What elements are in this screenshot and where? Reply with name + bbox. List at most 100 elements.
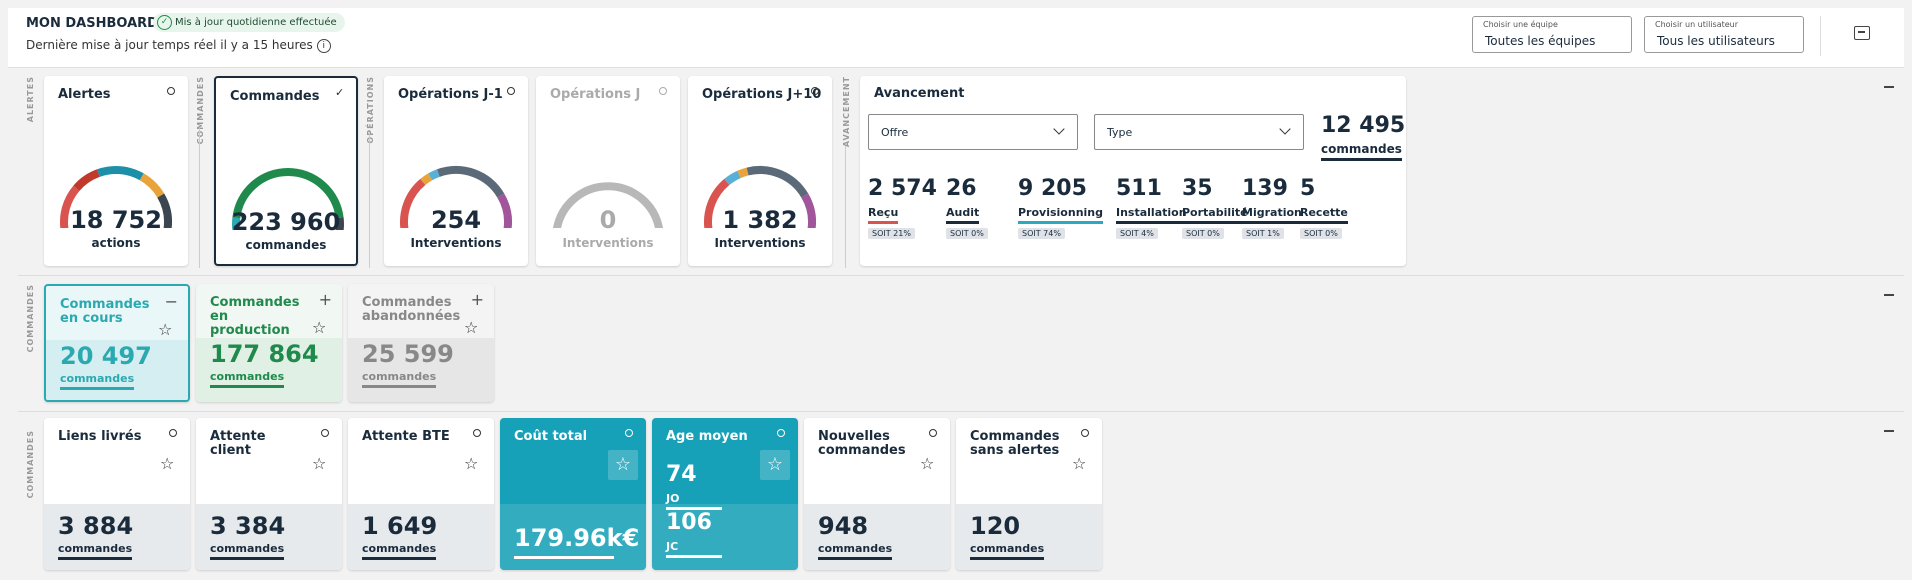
status-card-1[interactable]: Commandes en production + ☆ 177 864 commande… xyxy=(196,284,342,402)
status-card-unit: commandes xyxy=(210,370,285,388)
status-dot-icon xyxy=(777,429,785,437)
avancement-card: Avancement Offre Type 12 495 commandes 2 … xyxy=(860,76,1406,266)
collapse-row1-button[interactable] xyxy=(1884,86,1894,88)
row-commandes-kpi: COMMANDES Liens livrés ☆ 3 884 commandes Att… xyxy=(18,414,1904,578)
collapse-icon[interactable]: − xyxy=(164,292,178,311)
gauge-segment xyxy=(724,170,741,186)
status-card-value: 25 599 xyxy=(362,340,454,368)
avancement-item-5[interactable]: 139 Migration SOIT 1% xyxy=(1242,176,1302,239)
status-card-2[interactable]: Commandes abandonnées + ☆ 25 599 commandes xyxy=(348,284,494,402)
kpi-underline xyxy=(514,556,614,559)
kpi-unit: commandes xyxy=(58,542,133,560)
star-icon[interactable]: ☆ xyxy=(608,450,638,480)
avancement-percent-badge: SOIT 74% xyxy=(1018,228,1065,239)
gauge-card-1[interactable]: Commandes ✓ 223 960 commandes xyxy=(214,76,358,266)
gauge-segment xyxy=(157,193,172,228)
star-icon[interactable]: ☆ xyxy=(1072,454,1087,473)
gauge-segment xyxy=(139,173,165,198)
avancement-percent-badge: SOIT 4% xyxy=(1116,228,1158,239)
section-label-commandes-2: COMMANDES xyxy=(26,284,35,353)
expand-icon[interactable]: + xyxy=(318,290,332,309)
kpi-card-3[interactable]: Coût total ☆ 179.96k€ xyxy=(500,418,646,570)
gauge-unit: actions xyxy=(91,236,141,250)
kpi-card-title: Attente BTE xyxy=(362,429,450,444)
kpi-card-4[interactable]: Age moyen ☆ 74 JO 106 JC xyxy=(652,418,798,570)
avancement-item-0[interactable]: 2 574 Reçu SOIT 21% xyxy=(868,176,937,239)
kpi-card-title: Coût total xyxy=(514,429,588,444)
gauge-title: Alertes xyxy=(58,87,111,102)
user-select[interactable]: Choisir un utilisateur Tous les utilisate… xyxy=(1644,16,1804,53)
status-card-0[interactable]: Commandes en cours − ☆ 20 497 commandes xyxy=(44,284,190,402)
kpi-card-6[interactable]: Commandes sans alertes ☆ 120 commandes xyxy=(956,418,1102,570)
gauge-arc xyxy=(60,166,172,228)
gauge-segment xyxy=(428,169,440,181)
star-icon[interactable]: ☆ xyxy=(464,318,479,337)
gauge-card-0[interactable]: Alertes 18 752 actions xyxy=(44,76,188,266)
avancement-label: Installation xyxy=(1116,206,1187,224)
avancement-count: 139 xyxy=(1242,176,1288,201)
check-icon: ✓ xyxy=(335,86,345,99)
kpi-card-1[interactable]: Attente client ☆ 3 384 commandes xyxy=(196,418,342,570)
avancement-count: 9 205 xyxy=(1018,176,1087,201)
star-icon[interactable]: ☆ xyxy=(920,454,935,473)
collapse-row2-button[interactable] xyxy=(1884,294,1894,296)
kpi-card-title: Attente client xyxy=(210,429,266,458)
avancement-label: Migration xyxy=(1242,206,1302,224)
info-icon[interactable]: i xyxy=(316,38,331,53)
star-icon[interactable]: ☆ xyxy=(760,450,790,480)
kpi-card-2[interactable]: Attente BTE ☆ 1 649 commandes xyxy=(348,418,494,570)
kpi-unit: commandes xyxy=(362,542,437,560)
avancement-label: Audit xyxy=(946,206,980,224)
sparkline-area xyxy=(652,504,798,570)
star-icon[interactable]: ☆ xyxy=(312,454,327,473)
collapse-row3-button[interactable] xyxy=(1884,430,1894,432)
kpi-card-0[interactable]: Liens livrés ☆ 3 884 commandes xyxy=(44,418,190,570)
kpi-card-title: Liens livrés xyxy=(58,429,142,444)
avancement-item-3[interactable]: 511 Installation SOIT 4% xyxy=(1116,176,1187,239)
avancement-label: Recette xyxy=(1300,206,1348,224)
status-card-unit: commandes xyxy=(60,372,135,390)
last-update-text: Dernière mise à jour temps réel il y a 1… xyxy=(26,38,331,53)
gauge-card-3[interactable]: Opérations J 0 Interventions xyxy=(536,76,680,266)
gauge-segment xyxy=(746,166,809,198)
archive-icon[interactable] xyxy=(1854,26,1870,40)
kpi-value: 948 xyxy=(818,512,869,540)
gauge-arc xyxy=(553,182,663,228)
gauge-card-4[interactable]: Opérations J+10 1 382 Interventions xyxy=(688,76,832,266)
expand-icon[interactable]: + xyxy=(470,290,484,309)
check-icon: ✓ xyxy=(157,15,172,30)
gauge-title: Opérations J+10 xyxy=(702,87,822,102)
section-label-commandes: COMMANDES xyxy=(196,76,205,145)
avancement-label: Provisionning xyxy=(1018,206,1103,224)
star-icon[interactable]: ☆ xyxy=(160,454,175,473)
avancement-item-1[interactable]: 26 Audit SOIT 0% xyxy=(946,176,988,239)
status-dot-icon xyxy=(1081,429,1089,437)
star-icon[interactable]: ☆ xyxy=(464,454,479,473)
avancement-item-2[interactable]: 9 205 Provisionning SOIT 74% xyxy=(1018,176,1103,239)
status-card-unit: commandes xyxy=(362,370,437,388)
status-dot-icon xyxy=(811,87,819,95)
card-bg-band xyxy=(196,338,342,402)
avancement-percent-badge: SOIT 0% xyxy=(946,228,988,239)
avancement-item-6[interactable]: 5 Recette SOIT 0% xyxy=(1300,176,1348,239)
status-dot-icon xyxy=(625,429,633,437)
gauge-segment xyxy=(553,182,663,228)
kpi-unit: commandes xyxy=(210,542,285,560)
gauge-segment xyxy=(232,168,344,219)
star-icon[interactable]: ☆ xyxy=(158,320,173,339)
avancement-count: 2 574 xyxy=(868,176,937,201)
gauge-card-2[interactable]: Opérations J-1 254 Interventions xyxy=(384,76,528,266)
offre-dropdown[interactable]: Offre xyxy=(868,114,1078,150)
avancement-item-4[interactable]: 35 Portabilité SOIT 0% xyxy=(1182,176,1248,239)
gauge-value: 1 382 xyxy=(722,206,798,234)
type-dropdown[interactable]: Type xyxy=(1094,114,1304,150)
kpi-card-5[interactable]: Nouvelles commandes ☆ 948 commandes xyxy=(804,418,950,570)
section-label-alertes: ALERTES xyxy=(26,76,35,123)
page-title: MON DASHBOARD xyxy=(26,16,158,31)
avancement-label: Portabilité xyxy=(1182,206,1248,224)
status-dot-icon xyxy=(507,87,515,95)
row-overview: ALERTES COMMANDES OPÉRATIONS AVANCEMENT … xyxy=(18,70,1904,276)
gauge-unit: commandes xyxy=(245,238,327,252)
team-select[interactable]: Choisir une équipe Toutes les équipes xyxy=(1472,16,1632,53)
star-icon[interactable]: ☆ xyxy=(312,318,327,337)
